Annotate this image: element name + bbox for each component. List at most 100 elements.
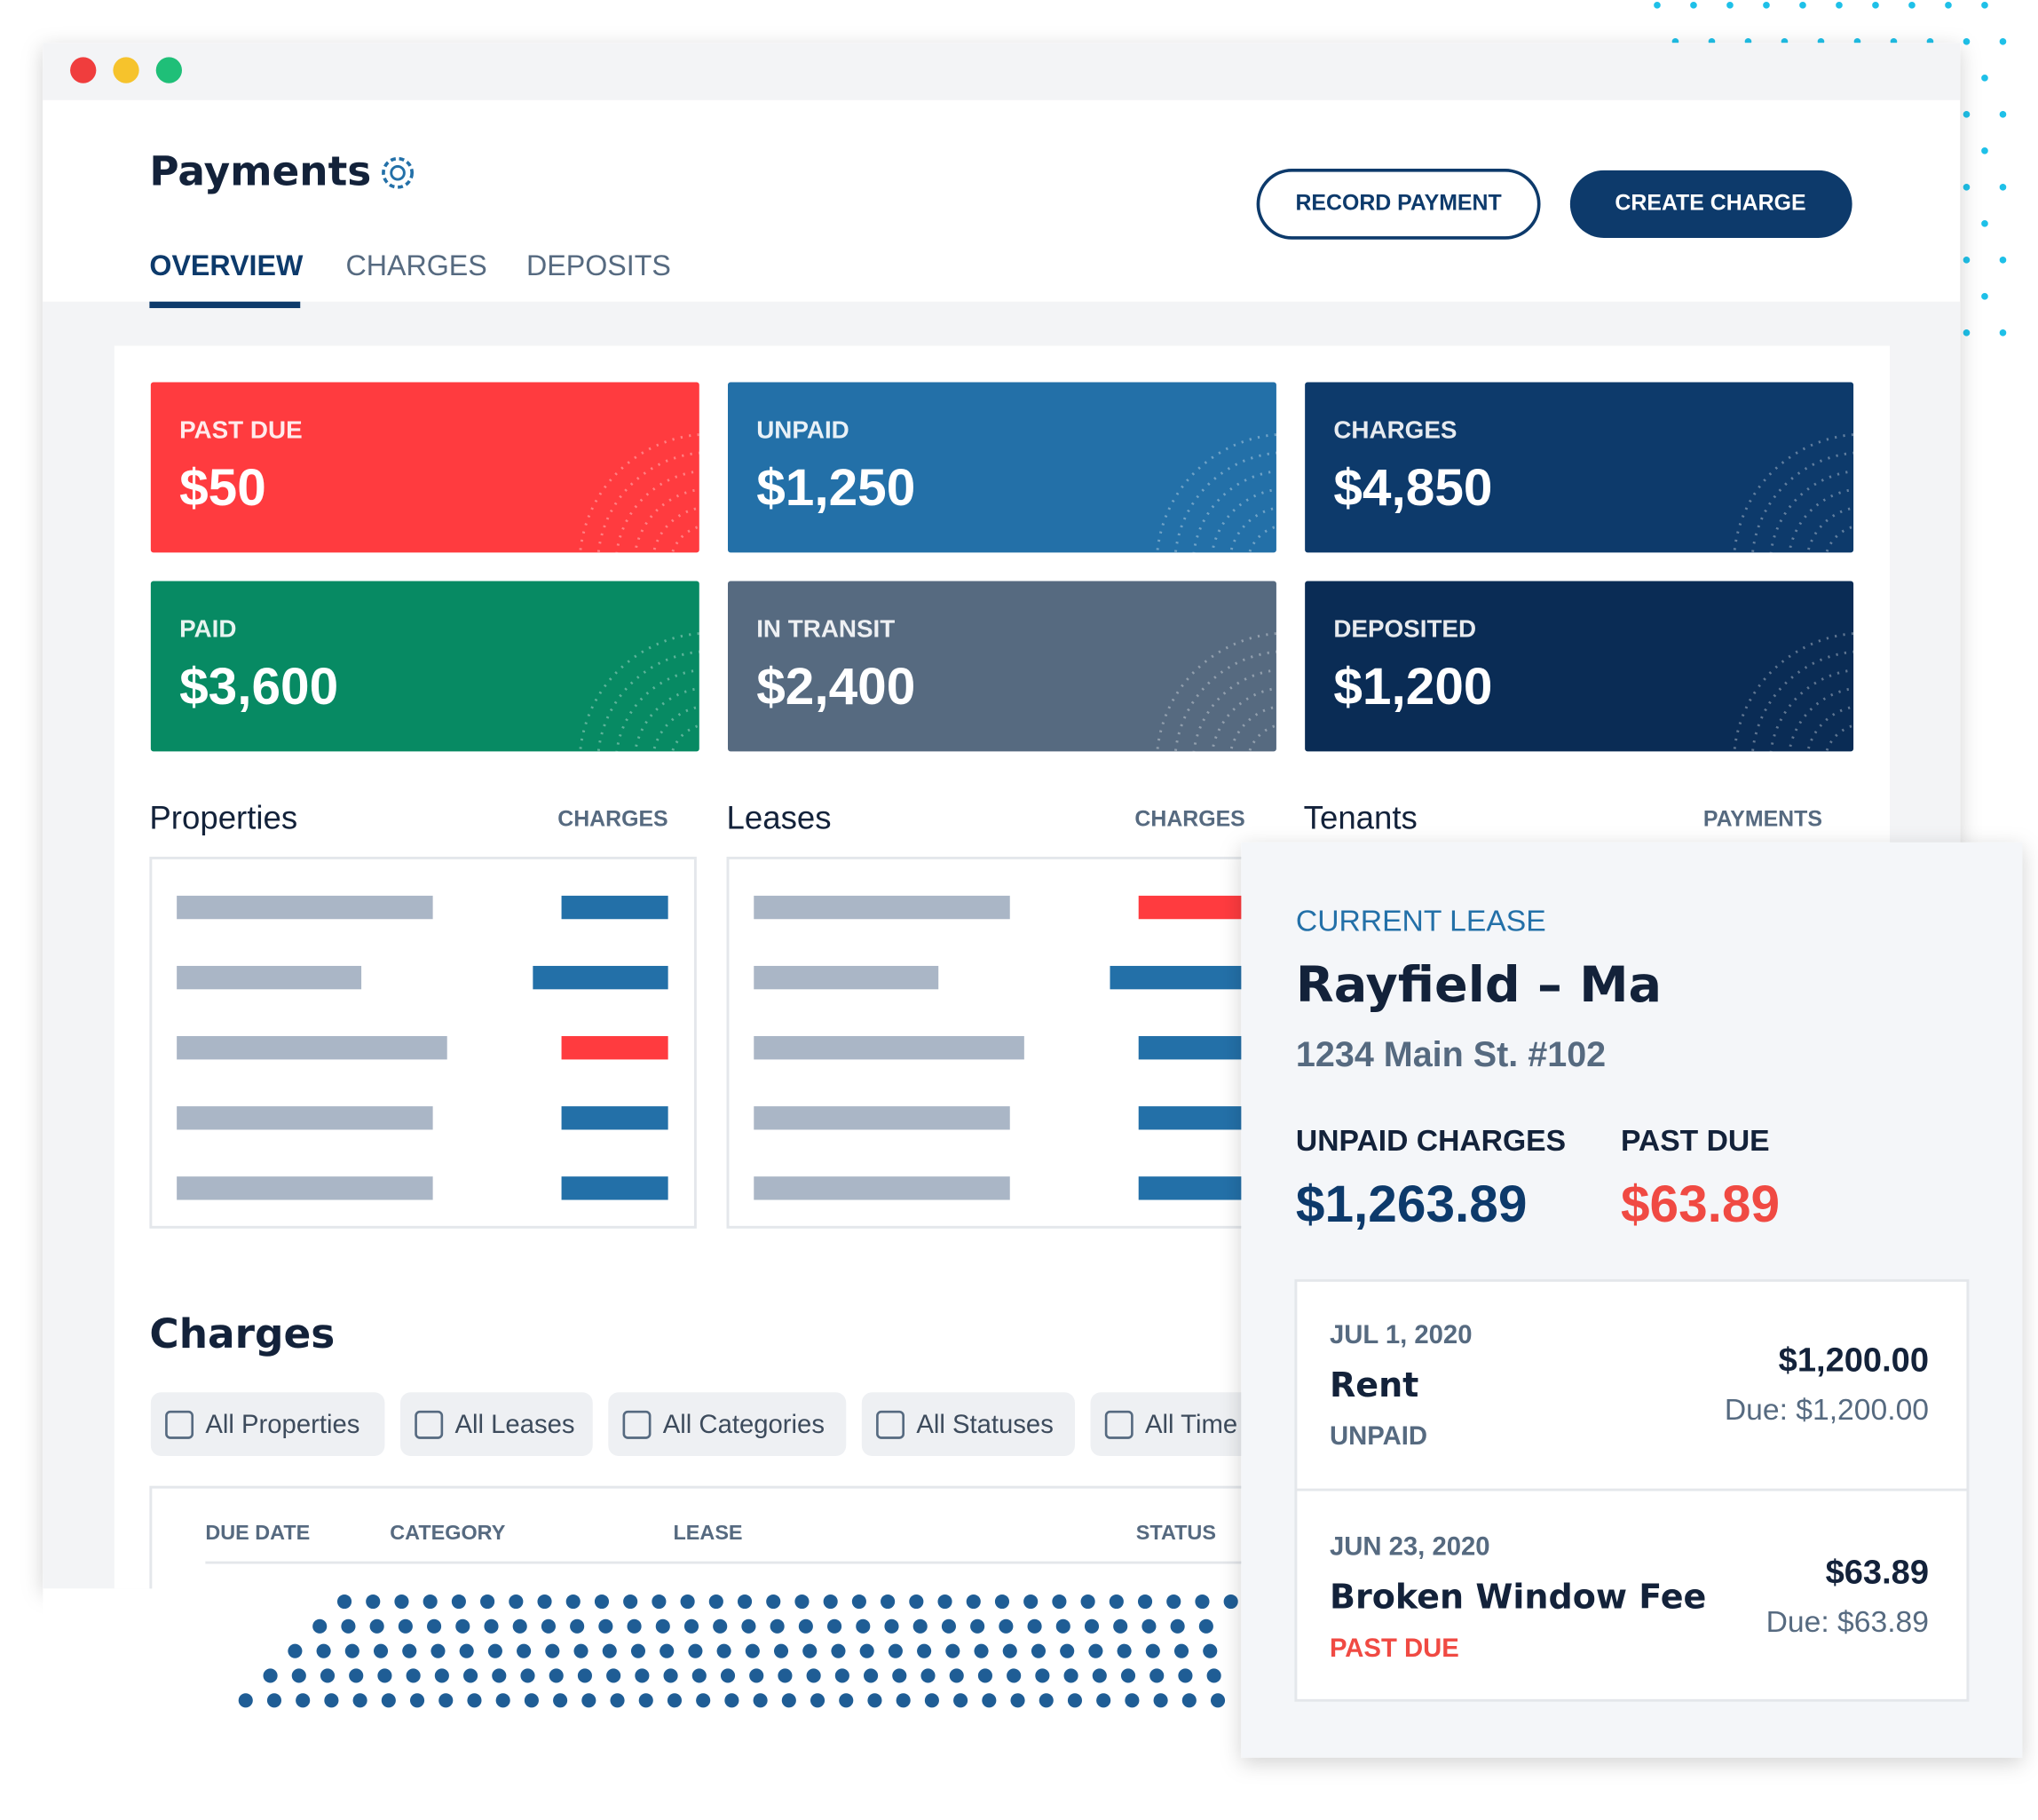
card-label: UNPAID	[756, 415, 849, 443]
item-date: JUN 23, 2020	[1330, 1532, 1490, 1562]
window-minimize[interactable]	[113, 57, 139, 83]
dot	[423, 1594, 438, 1610]
dot	[1002, 1643, 1017, 1658]
dot	[1223, 1594, 1238, 1610]
filter-chip[interactable]	[608, 1392, 847, 1456]
dot	[434, 1668, 449, 1683]
dot	[1999, 111, 2007, 118]
record-payment-button[interactable]	[1256, 168, 1541, 240]
dot	[724, 1693, 739, 1708]
tab[interactable]: OVERVIEW	[149, 249, 304, 281]
dot	[484, 1618, 499, 1634]
filter-label: All Time	[1145, 1410, 1237, 1439]
dot	[1096, 1693, 1111, 1708]
dot	[1153, 1693, 1168, 1708]
item-status: UNPAID	[1330, 1421, 1427, 1451]
dot	[459, 1643, 474, 1658]
dot	[1963, 184, 1971, 191]
section-title: Properties	[149, 800, 297, 836]
panel-eyebrow: CURRENT LEASE	[1296, 906, 1546, 938]
dot	[606, 1668, 621, 1683]
dot	[806, 1668, 821, 1683]
section-title: Leases	[727, 800, 832, 836]
dot	[1872, 2, 1879, 9]
dot	[1035, 1668, 1050, 1683]
dot	[545, 1643, 560, 1658]
create-charge-button[interactable]	[1569, 170, 1852, 238]
dot	[831, 1643, 846, 1658]
item-date: JUL 1, 2020	[1330, 1320, 1473, 1349]
dot	[463, 1668, 478, 1683]
item-name: Broken Window Fee	[1330, 1578, 1706, 1617]
tab[interactable]: CHARGES	[346, 249, 487, 281]
dot	[974, 1643, 989, 1658]
dot	[941, 1618, 956, 1634]
summary-card[interactable]: UNPAID $1,250	[728, 382, 1417, 694]
card-background	[728, 581, 1276, 752]
dot	[1963, 329, 1971, 336]
dot	[794, 1594, 810, 1610]
dot	[312, 1618, 328, 1634]
dot	[1195, 1594, 1210, 1610]
summary-card[interactable]: DEPOSITED $1,200	[1305, 581, 1994, 893]
dot	[349, 1668, 364, 1683]
dot	[431, 1643, 446, 1658]
filter-icon	[165, 1410, 194, 1439]
column-header: LEASE	[674, 1521, 743, 1544]
section-column: CHARGES	[1134, 807, 1244, 832]
item-amount: $63.89	[1826, 1554, 1929, 1591]
summary-card[interactable]: PAST DUE $50	[150, 382, 840, 694]
dot	[851, 1594, 866, 1610]
dot	[667, 1693, 683, 1708]
dot	[630, 1643, 646, 1658]
summary-card[interactable]: IN TRANSIT $2,400	[728, 581, 1417, 893]
summary-card[interactable]: CHARGES $4,850	[1305, 382, 1994, 694]
dot	[823, 1594, 838, 1610]
dot	[1080, 1594, 1095, 1610]
dot	[827, 1618, 842, 1634]
placeholder-bar	[754, 1176, 1010, 1200]
dot	[467, 1693, 482, 1708]
dot	[1999, 257, 2007, 264]
section-column: CHARGES	[557, 807, 667, 832]
dot	[912, 1618, 928, 1634]
tab[interactable]: DEPOSITS	[526, 249, 671, 281]
window-close[interactable]	[70, 57, 97, 83]
filter-icon	[415, 1410, 444, 1439]
dot	[594, 1594, 610, 1610]
dot	[1198, 1618, 1213, 1634]
dot	[691, 1668, 707, 1683]
stat-label: PAST DUE	[1621, 1125, 1770, 1158]
dot	[398, 1618, 413, 1634]
filter-chip[interactable]	[400, 1392, 593, 1456]
dot	[680, 1594, 695, 1610]
dot	[1010, 1693, 1025, 1708]
dot	[336, 1594, 352, 1610]
dot	[1170, 1618, 1185, 1634]
dot	[713, 1618, 728, 1634]
dot	[602, 1643, 617, 1658]
dot	[1981, 147, 1988, 154]
dot	[1981, 220, 1988, 227]
dot	[266, 1693, 282, 1708]
dot	[427, 1618, 442, 1634]
window-bar	[43, 43, 1961, 100]
dot	[296, 1693, 311, 1708]
filter-chip[interactable]	[861, 1392, 1075, 1456]
page-title: Payments	[149, 148, 371, 195]
dot	[937, 1594, 952, 1610]
dot	[716, 1643, 731, 1658]
card-value: $1,200	[1333, 658, 1492, 716]
dot	[520, 1668, 535, 1683]
window-maximize[interactable]	[155, 57, 182, 83]
settings-icon[interactable]	[382, 156, 415, 189]
filter-chip[interactable]	[150, 1392, 385, 1456]
dot	[720, 1668, 736, 1683]
dot	[1052, 1594, 1067, 1610]
summary-card[interactable]: PAID $3,600	[150, 581, 840, 893]
dot	[581, 1693, 596, 1708]
dot	[741, 1618, 756, 1634]
dot	[381, 1693, 396, 1708]
